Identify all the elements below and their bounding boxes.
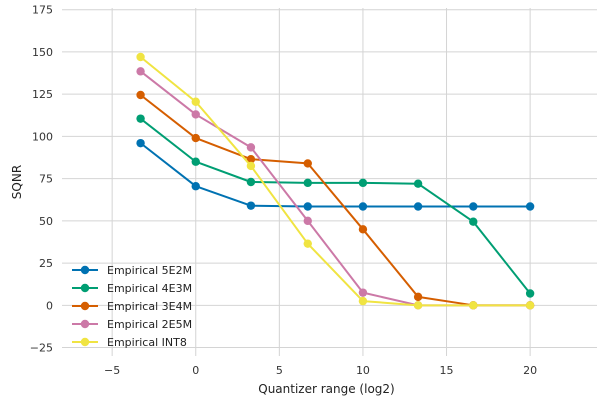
series-line	[139, 94, 531, 307]
legend-item: Empirical 5E2M	[72, 264, 192, 277]
y-axis-ticks: −25 0 25 50 75 100 125 150 175	[30, 4, 53, 355]
y-tick-label: 175	[32, 4, 53, 17]
x-tick-label: −5	[104, 364, 120, 377]
data-point	[525, 289, 535, 298]
x-tick-label: 5	[276, 364, 283, 377]
data-point	[413, 292, 423, 302]
data-point	[136, 67, 145, 76]
data-point	[358, 288, 368, 297]
y-tick-label: 50	[39, 215, 53, 228]
y-tick-label: −25	[30, 342, 53, 355]
data-point	[469, 217, 478, 226]
data-point	[191, 157, 200, 166]
legend-label: Empirical 4E3M	[107, 282, 192, 295]
data-point	[358, 296, 368, 306]
data-point	[303, 202, 312, 211]
data-point	[136, 90, 145, 100]
data-point	[246, 177, 256, 187]
data-point	[358, 178, 368, 188]
data-point	[191, 110, 200, 119]
legend-label: Empirical 5E2M	[107, 264, 192, 277]
series-line	[139, 142, 531, 208]
data-point	[191, 97, 200, 106]
data-point	[413, 179, 423, 188]
y-tick-label: 125	[32, 88, 53, 101]
data-point	[246, 201, 256, 210]
data-point	[303, 216, 312, 226]
y-tick-label: 0	[46, 299, 53, 312]
legend-item: Empirical 4E3M	[72, 282, 192, 295]
legend: Empirical 5E2M Empirical 4E3M Empirical 3E…	[72, 264, 192, 349]
data-point	[136, 138, 145, 148]
y-tick-label: 25	[39, 257, 53, 270]
x-axis-ticks: −5 0 5 10 15 20	[104, 364, 537, 377]
series-line	[139, 56, 531, 307]
y-tick-label: 100	[32, 130, 53, 143]
data-point	[413, 202, 423, 211]
legend-label: Empirical 3E4M	[107, 300, 192, 313]
data-point	[469, 202, 478, 211]
data-point	[525, 301, 535, 310]
y-axis-label: SQNR	[10, 165, 24, 199]
data-point	[358, 202, 368, 211]
series-4	[136, 52, 535, 310]
data-point	[246, 161, 256, 171]
legend-item: Empirical INT8	[72, 336, 187, 349]
data-point	[303, 178, 312, 188]
x-tick-label: 20	[523, 364, 537, 377]
data-point	[246, 154, 256, 164]
y-tick-label: 150	[32, 46, 53, 59]
data-point	[246, 143, 256, 152]
series-line	[139, 117, 531, 295]
x-axis-label: Quantizer range (log2)	[258, 382, 394, 396]
x-tick-label: 15	[440, 364, 454, 377]
legend-label: Empirical INT8	[107, 336, 187, 349]
legend-item: Empirical 3E4M	[72, 300, 192, 313]
series-0	[136, 138, 535, 211]
data-point	[191, 182, 200, 191]
data-point	[413, 301, 423, 310]
data-point	[303, 159, 312, 168]
data-point	[136, 52, 145, 62]
data-point	[358, 225, 368, 234]
data-point	[191, 133, 200, 143]
series-1	[136, 114, 535, 298]
data-point	[303, 239, 312, 248]
legend-label: Empirical 2E5M	[107, 318, 192, 331]
series-layer	[136, 52, 535, 310]
legend-swatch-marker	[80, 265, 90, 275]
data-point	[469, 301, 478, 310]
legend-swatch-marker	[80, 319, 90, 329]
x-tick-label: 0	[192, 364, 199, 377]
y-tick-label: 75	[39, 173, 53, 186]
legend-swatch-marker	[80, 301, 90, 311]
legend-item: Empirical 2E5M	[72, 318, 192, 331]
legend-swatch-marker	[80, 337, 90, 347]
legend-swatch-marker	[80, 283, 90, 293]
data-point	[525, 202, 535, 211]
x-tick-label: 10	[356, 364, 370, 377]
data-point	[136, 114, 145, 123]
